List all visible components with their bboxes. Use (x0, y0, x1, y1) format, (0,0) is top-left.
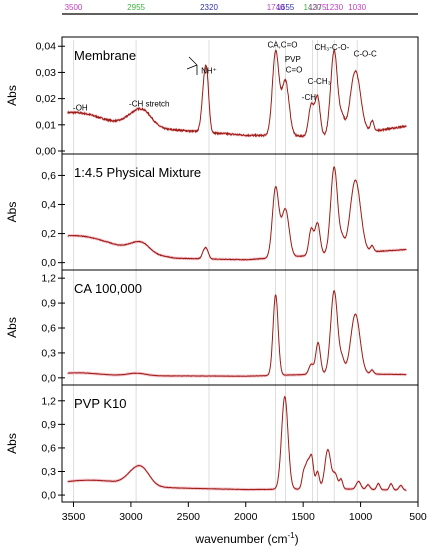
y-axis-label: Abs (5, 85, 19, 106)
spectrum-line (67, 290, 407, 377)
y-tick-label: 1,2 (41, 395, 56, 407)
spectrum-line (67, 165, 407, 261)
panel-3: 0,0 0,3 0,6 0,9 1,2 Abs CA 100,000 (5, 269, 419, 386)
top-wavenumber-label: 2955 (127, 3, 145, 12)
peak-annotation: PVP (285, 55, 301, 64)
y-tick-label: 0,0 (41, 490, 56, 502)
y-tick-label: 0,0 (41, 257, 56, 269)
x-tick-label: 500 (409, 511, 427, 523)
peak-annotation: CA,C=O (267, 41, 297, 50)
top-wavenumber-label: 1655 (276, 3, 294, 12)
spectra-panels: 0,00 0,01 0,02 0,03 0,04 Abs Membrane -OH -CH st… (5, 36, 419, 503)
vertical-guide-lines (73, 40, 358, 502)
top-wavenumber-label: 1740 (267, 3, 285, 12)
x-tick-label: 1500 (291, 511, 315, 523)
spectrum-line (67, 48, 407, 138)
x-axis: 3500 3000 2500 2000 1500 1000 500 (62, 502, 427, 523)
top-wavenumber-label: 3500 (65, 3, 83, 12)
peak-annotation: -OH (73, 103, 88, 112)
y-tick-label: 0,04 (36, 41, 57, 53)
y-tick-label: 0,9 (41, 298, 56, 310)
peak-annotation: C=O (286, 65, 303, 74)
x-tick-label: 1000 (349, 511, 373, 523)
y-tick-label: 0,3 (41, 466, 56, 478)
top-wavenumber-label: 1420 (303, 3, 321, 12)
panel-title: Membrane (74, 48, 136, 63)
top-wavenumber-label: 1030 (348, 3, 366, 12)
y-tick-label: 1,2 (41, 273, 56, 285)
top-wavenumber-label: 1375 (309, 3, 327, 12)
peak-annotation: CH₃-C-O- (314, 43, 349, 52)
panel-title: 1:4.5 Physical Mixture (74, 165, 201, 180)
y-tick-label: 0,9 (41, 419, 56, 431)
x-tick-label: 2500 (177, 511, 201, 523)
y-tick-label: 0,00 (36, 146, 57, 158)
x-tick-label: 3500 (62, 511, 86, 523)
y-tick-label: 0,01 (36, 119, 57, 131)
panel-title: CA 100,000 (74, 281, 142, 296)
nh-structure-glyph (186, 56, 198, 75)
peak-annotation: -CH stretch (129, 99, 169, 108)
y-tick-label: 0,03 (36, 67, 57, 79)
y-tick-label: 0,0 (41, 372, 56, 384)
top-wavenumber-label: 2320 (200, 3, 218, 12)
y-tick-label: 0,6 (41, 170, 56, 182)
panel-4: 0,0 0,3 0,6 0,9 1,2 Abs PVP K10 (5, 384, 419, 503)
y-axis-label: Abs (5, 317, 19, 338)
y-tick-label: 0,3 (41, 347, 56, 359)
spectrum-line (67, 395, 407, 491)
x-axis-label: wavenumber (cm-1) (194, 531, 298, 546)
x-tick-label: 3000 (119, 511, 143, 523)
y-tick-label: 0,02 (36, 93, 57, 105)
y-tick-label: 0,6 (41, 323, 56, 335)
peak-annotation: C-O-C (354, 50, 377, 59)
top-wavenumber-label: 1230 (325, 3, 343, 12)
panel-title: PVP K10 (74, 396, 127, 411)
y-tick-label: 0,4 (41, 199, 56, 211)
peak-annotation: C-CH₃ (308, 77, 331, 86)
peak-annotation: -CH (302, 93, 316, 102)
panel-1: 0,00 0,01 0,02 0,03 0,04 Abs Membrane -OH -CH st… (5, 36, 419, 158)
y-tick-label: 0,6 (41, 442, 56, 454)
y-axis-label: Abs (5, 202, 19, 223)
panel-frame (61, 384, 419, 503)
peak-annotation: NH⁺ (201, 67, 217, 76)
y-tick-label: 0,2 (41, 228, 56, 240)
x-tick-label: 2000 (234, 511, 258, 523)
spectrum-band (67, 289, 407, 378)
y-axis-label: Abs (5, 433, 19, 454)
panel-2: 0,0 0,2 0,4 0,6 Abs 1:4.5 Physical Mixture (5, 153, 419, 271)
